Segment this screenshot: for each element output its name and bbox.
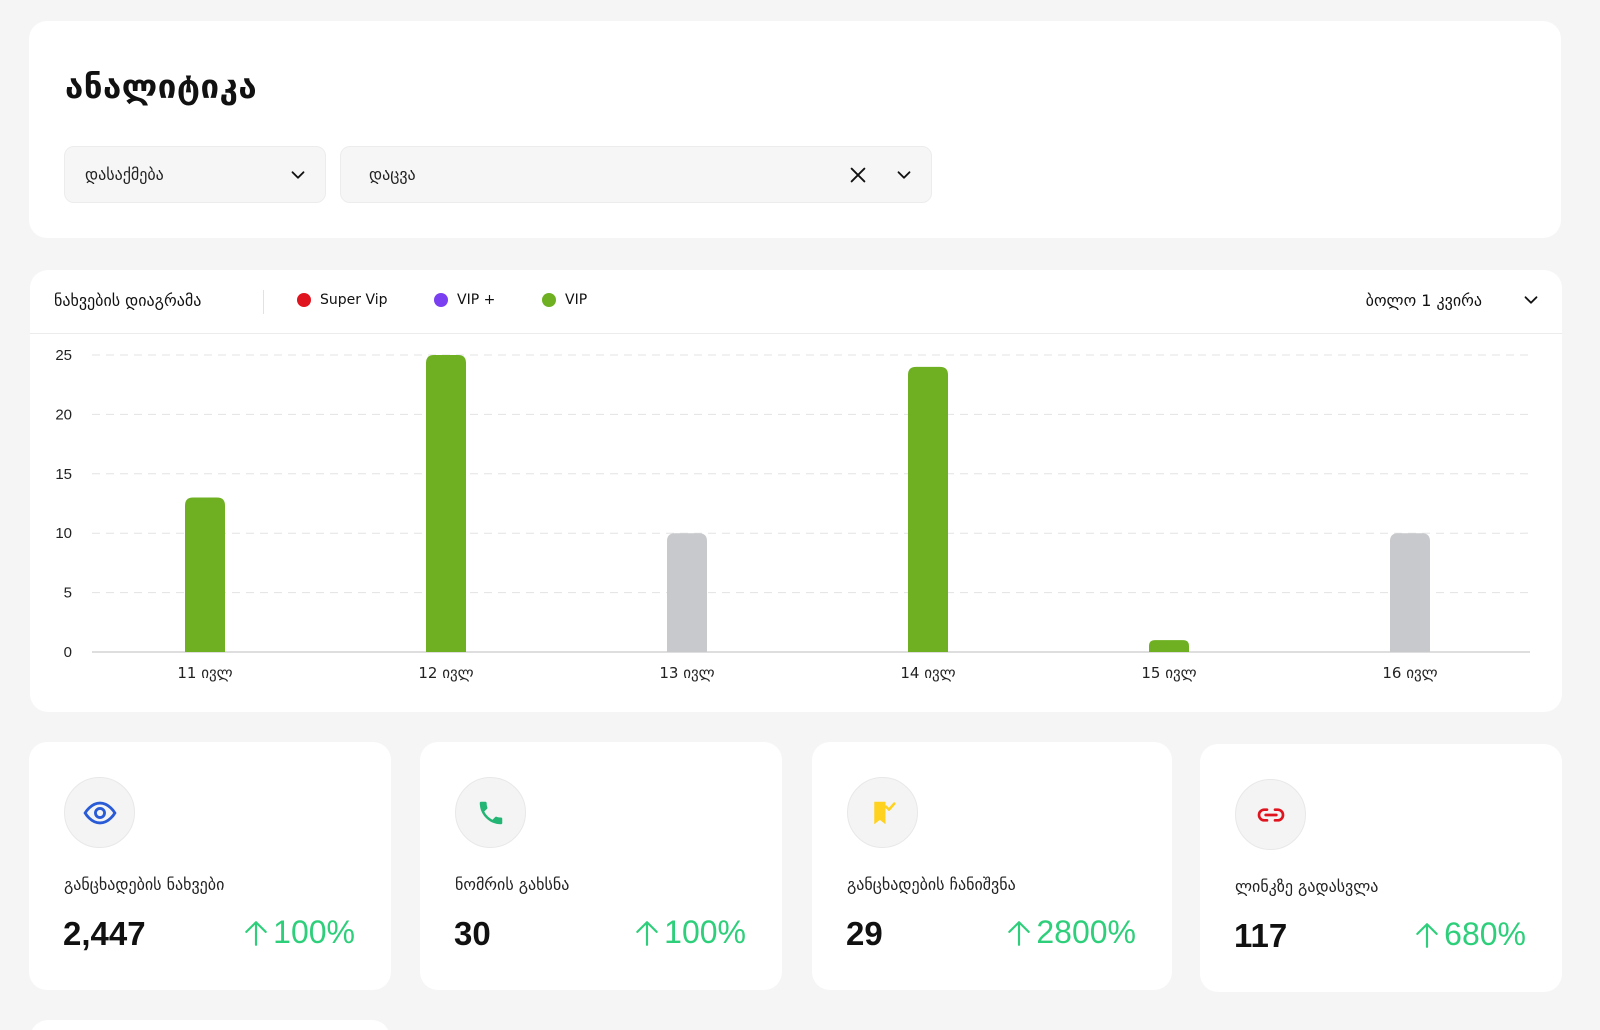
category-select[interactable]: დასაქმება [64, 146, 326, 203]
stat-value: 2,447 [63, 915, 146, 952]
eye-icon [82, 801, 117, 824]
x-tick-label: 14 ივლ [900, 664, 955, 682]
chart-bar[interactable] [185, 497, 225, 652]
views-chart-card: ნახვების დიაგრამა Super Vip VIP + VIP ბო… [30, 270, 1562, 712]
y-tick-label: 25 [55, 347, 72, 364]
legend-item-vip-plus[interactable]: VIP + [434, 292, 495, 308]
chart-header: ნახვების დიაგრამა Super Vip VIP + VIP ბო… [30, 270, 1562, 334]
y-tick-label: 15 [55, 466, 72, 483]
x-tick-label: 11 ივლ [177, 664, 232, 682]
chevron-down-icon[interactable] [1520, 289, 1542, 311]
page-title: ანალიტიკა [65, 67, 258, 106]
subcategory-select[interactable]: დაცვა [340, 146, 932, 203]
legend-dot [297, 293, 311, 307]
arrow-up-icon [1416, 922, 1438, 948]
arrow-up-icon [636, 920, 658, 946]
stat-card-calls: ნომრის გახსნა 30 100% [420, 742, 782, 990]
stat-change: 100% [243, 914, 355, 951]
icon-circle [847, 777, 918, 848]
y-tick-label: 10 [55, 525, 72, 542]
link-icon [1257, 807, 1284, 822]
stat-card-links: ლინკზე გადასვლა 117 680% [1200, 744, 1562, 992]
period-select[interactable]: ბოლო 1 კვირა [1365, 291, 1482, 310]
legend-label: Super Vip [320, 292, 388, 308]
category-select-value: დასაქმება [85, 165, 164, 184]
stat-card-saves: განცხადების ჩანიშვნა 29 2800% [812, 742, 1172, 990]
icon-circle [1235, 779, 1306, 850]
stat-change-value: 2800% [1036, 914, 1136, 950]
arrow-up-icon [1008, 920, 1031, 946]
stat-label: ნომრის გახსნა [455, 875, 570, 894]
chart-title: ნახვების დიაგრამა [54, 291, 202, 310]
bar-chart: 0 5 10 15 20 25 11 ივლ 12 ივლ 13 ივლ 14 ივლ 15 ივლ… [55, 347, 1530, 682]
stat-change: 2800% [1006, 914, 1136, 951]
stat-value: 117 [1234, 917, 1288, 954]
y-tick-label: 5 [64, 585, 72, 602]
legend-item-super-vip[interactable]: Super Vip [297, 292, 388, 308]
x-tick-label: 12 ივლ [418, 664, 473, 682]
stat-change-value: 100% [273, 914, 355, 950]
y-tick-label: 0 [64, 644, 72, 661]
legend-item-vip[interactable]: VIP [542, 292, 587, 308]
bookmark-icon [873, 801, 895, 824]
chart-bar[interactable] [1149, 640, 1189, 652]
stat-label: ლინკზე გადასვლა [1235, 877, 1379, 896]
stat-change-value: 100% [664, 914, 746, 950]
chart-bar[interactable] [667, 533, 707, 652]
legend-label: VIP + [457, 292, 496, 308]
chevron-down-icon [897, 171, 911, 179]
chevron-down-icon [291, 171, 305, 179]
stat-card-views: განცხადების ნახვები 2,447 100% [29, 742, 391, 990]
y-tick-label: 20 [55, 406, 72, 423]
arrow-up-icon [245, 920, 267, 946]
stat-change: 100% [634, 914, 746, 951]
stat-label: განცხადების ნახვები [64, 875, 225, 894]
x-tick-label: 15 ივლ [1141, 664, 1196, 682]
clear-icon[interactable] [847, 164, 869, 186]
x-tick-label: 16 ივლ [1382, 664, 1437, 682]
stat-value: 29 [846, 915, 883, 952]
icon-circle [64, 777, 135, 848]
chart-bar[interactable] [1390, 533, 1430, 652]
legend-label: VIP [565, 292, 588, 308]
legend-dot [542, 293, 556, 307]
phone-icon [479, 801, 502, 824]
stat-value: 30 [454, 915, 491, 952]
legend-dot [434, 293, 448, 307]
header-card: ანალიტიკა დასაქმება დაცვა [29, 21, 1561, 238]
stat-change-value: 680% [1444, 916, 1526, 952]
stat-label: განცხადების ჩანიშვნა [847, 875, 1016, 894]
chart-bar[interactable] [426, 355, 466, 652]
divider [263, 290, 264, 314]
subcategory-select-value: დაცვა [369, 165, 416, 184]
x-tick-label: 13 ივლ [659, 664, 714, 682]
next-card [30, 1020, 390, 1030]
chart-bar[interactable] [908, 366, 948, 652]
stat-change: 680% [1414, 916, 1526, 953]
icon-circle [455, 777, 526, 848]
